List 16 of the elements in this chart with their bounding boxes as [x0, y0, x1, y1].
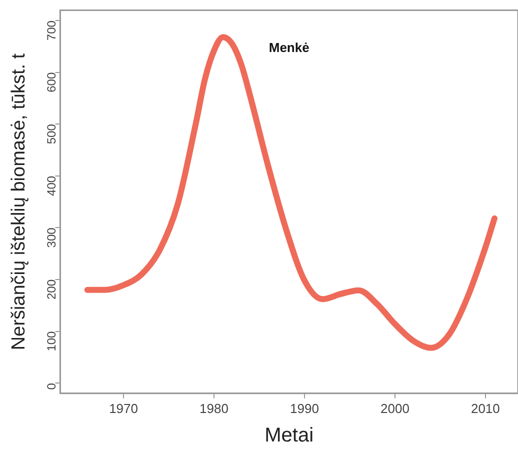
y-tick-label: 300 [44, 227, 59, 248]
y-tick-label: 700 [44, 20, 59, 41]
x-tick-label: 2000 [380, 400, 410, 416]
x-tick-label: 1980 [200, 400, 228, 416]
y-tick-label: 100 [44, 330, 59, 352]
y-tick-label: 0 [44, 382, 59, 390]
x-tick-label: 2010 [470, 400, 500, 416]
y-axis-title: Neršiančių išteklių biomasė, tūkst. t [8, 52, 30, 350]
x-axis-title: Metai [264, 424, 314, 447]
x-tick-label: 1990 [290, 400, 319, 416]
y-tick-label: 200 [44, 279, 59, 300]
x-tick-label: 1970 [109, 400, 138, 416]
y-tick-label: 500 [44, 124, 59, 144]
y-tick-label: 400 [44, 176, 59, 196]
y-tick-label: 600 [44, 72, 59, 92]
text: Menkė [268, 40, 310, 56]
